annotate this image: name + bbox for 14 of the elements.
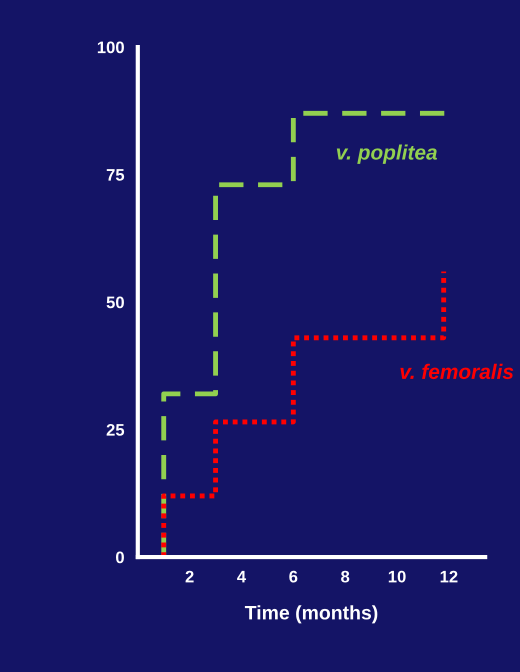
y-tick-label: 50 [106, 296, 124, 308]
x-tick-label: 10 [388, 570, 406, 583]
x-tick-label: 4 [237, 570, 246, 582]
series-label: v. poplitea [336, 144, 437, 164]
x-tick-label: 6 [289, 570, 298, 583]
x-tick-label: 2 [186, 570, 194, 582]
y-tick-label: 0 [116, 551, 124, 564]
x-axis-title: Time (months) [244, 605, 378, 624]
x-tick-label: 12 [440, 570, 458, 582]
y-tick-label: 100 [98, 41, 124, 54]
y-tick-label: 75 [106, 169, 124, 181]
y-tick-label: 25 [106, 424, 124, 436]
x-tick-label: 8 [341, 570, 350, 583]
series-label: v. femoralis [400, 364, 514, 380]
